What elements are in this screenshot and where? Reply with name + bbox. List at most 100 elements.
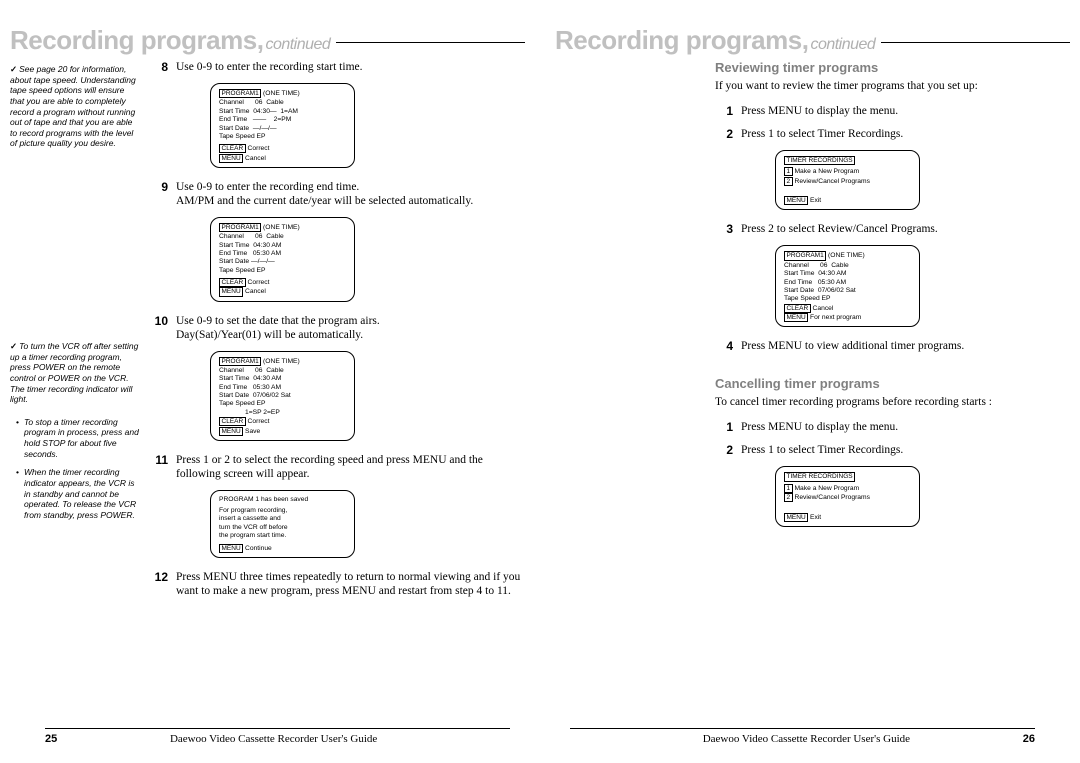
osd-button-text: Correct <box>246 418 270 425</box>
step-number: 12 <box>150 570 168 599</box>
title-rule <box>336 42 525 43</box>
step-number: 2 <box>715 443 733 458</box>
step-9: 9 Use 0-9 to enter the recording end tim… <box>150 180 525 209</box>
osd-title-rest: (ONE TIME) <box>261 358 300 365</box>
osd-option-num: 2 <box>784 493 793 502</box>
osd-title-rest: (ONE TIME) <box>826 252 865 259</box>
page-title-row: Recording programs,continued <box>10 25 525 56</box>
osd-line: Channel 06 Cable <box>784 262 911 270</box>
footer-left: 25 Daewoo Video Cassette Recorder User's… <box>45 728 510 745</box>
page-number: 25 <box>45 733 57 745</box>
step-8: 8 Use 0-9 to enter the recording start t… <box>150 60 525 75</box>
osd-button-text: Cancel <box>243 288 266 295</box>
section-intro: To cancel timer recording programs befor… <box>715 395 1070 410</box>
step-text: AM/PM and the current date/year will be … <box>176 195 473 207</box>
step-12: 12 Press MENU three times repeatedly to … <box>150 570 525 599</box>
page-title: Recording programs,continued <box>555 25 875 56</box>
right-page: Recording programs,continued Reviewing t… <box>555 25 1070 718</box>
osd-option-num: 1 <box>784 167 793 176</box>
step-text: Press MENU to display the menu. <box>741 104 1070 119</box>
sidebar: See page 20 for information, about tape … <box>10 60 140 718</box>
osd-line: End Time 05:30 AM <box>219 384 346 392</box>
step-1: 1 Press MENU to display the menu. <box>715 104 1070 119</box>
osd-button-text: Cancel <box>811 305 834 312</box>
osd-button-label: MENU <box>219 427 243 436</box>
step-3: 3 Press 2 to select Review/Cancel Progra… <box>715 222 1070 237</box>
osd-line: Start Time 04:30 AM <box>219 242 346 250</box>
step-text: Use 0-9 to set the date that the program… <box>176 315 380 327</box>
osd-line: End Time 05:30 AM <box>784 279 911 287</box>
osd-line: Channel 06 Cable <box>219 99 346 107</box>
section-heading: Reviewing timer programs <box>715 60 1070 75</box>
sidebar-note-2: To turn the VCR off after setting up a t… <box>10 341 140 405</box>
osd-line: Tape Speed EP <box>219 267 346 275</box>
osd-button-text: Continue <box>243 545 272 552</box>
step-number: 11 <box>150 453 168 482</box>
osd-button-text: Save <box>243 428 260 435</box>
section-heading: Cancelling timer programs <box>715 376 1070 391</box>
osd-button-text: Correct <box>246 279 270 286</box>
osd-option-text: Make a New Program <box>794 485 859 492</box>
osd-title-box: TIMER RECORDINGS <box>784 156 855 165</box>
osd-option-text: Make a New Program <box>794 168 859 175</box>
osd-button-label: CLEAR <box>219 144 246 153</box>
osd-line: For program recording, <box>219 507 346 515</box>
osd-title-rest: (ONE TIME) <box>261 90 300 97</box>
step-2: 2 Press 1 to select Timer Recordings. <box>715 443 1070 458</box>
osd-line: End Time 05:30 AM <box>219 250 346 258</box>
footer: 25 Daewoo Video Cassette Recorder User's… <box>0 728 1080 763</box>
osd-title-box: PROGRAM1 <box>784 251 826 260</box>
section-intro: If you want to review the timer programs… <box>715 79 1070 94</box>
step-number: 1 <box>715 420 733 435</box>
step-number: 3 <box>715 222 733 237</box>
osd-button-label: CLEAR <box>219 417 246 426</box>
step-text: Press 1 to select Timer Recordings. <box>741 127 1070 142</box>
osd-line: Tape Speed EP <box>784 295 911 303</box>
osd-line: the program start time. <box>219 532 346 540</box>
osd-button-label: MENU <box>784 513 808 522</box>
osd-title-box: PROGRAM1 <box>219 357 261 366</box>
osd-line: Start Date —/—/— <box>219 125 346 133</box>
osd-title-box: TIMER RECORDINGS <box>784 472 855 481</box>
step-1: 1 Press MENU to display the menu. <box>715 420 1070 435</box>
step-2: 2 Press 1 to select Timer Recordings. <box>715 127 1070 142</box>
step-number: 10 <box>150 314 168 343</box>
osd-option-num: 1 <box>784 484 793 493</box>
osd-button-text: Exit <box>808 514 821 521</box>
osd-saved: PROGRAM 1 has been saved For program rec… <box>210 490 355 558</box>
step-number: 1 <box>715 104 733 119</box>
osd-program1-end: PROGRAM1 (ONE TIME) Channel 06 Cable Sta… <box>210 217 355 302</box>
page-number: 26 <box>1023 733 1035 745</box>
osd-option-text: Review/Cancel Programs <box>794 178 869 185</box>
osd-line: Tape Speed EP <box>219 133 346 141</box>
step-11: 11 Press 1 or 2 to select the recording … <box>150 453 525 482</box>
title-main: Recording programs, <box>555 25 808 55</box>
step-text: Press MENU to view additional timer prog… <box>741 339 1070 354</box>
osd-line: Start Date 07/06/02 Sat <box>784 287 911 295</box>
osd-line: turn the VCR off before <box>219 524 346 532</box>
osd-button-text: For next program <box>808 314 861 321</box>
osd-title-rest: (ONE TIME) <box>261 224 300 231</box>
osd-timer-recordings: TIMER RECORDINGS 1 Make a New Program 2 … <box>775 466 920 527</box>
osd-button-label: MENU <box>784 313 808 322</box>
osd-program1-date: PROGRAM1 (ONE TIME) Channel 06 Cable Sta… <box>210 351 355 441</box>
title-rule <box>881 42 1070 43</box>
main-column: Reviewing timer programs If you want to … <box>555 60 1070 718</box>
step-number: 9 <box>150 180 168 209</box>
osd-line: Start Time 04:30 AM <box>219 375 346 383</box>
osd-button-text: Exit <box>808 197 821 204</box>
footer-right: Daewoo Video Cassette Recorder User's Gu… <box>570 728 1035 745</box>
osd-line: Channel 06 Cable <box>219 233 346 241</box>
page-title-row: Recording programs,continued <box>555 25 1070 56</box>
osd-button-text: Correct <box>246 145 270 152</box>
osd-option-text: Review/Cancel Programs <box>794 494 869 501</box>
osd-button-label: CLEAR <box>784 304 811 313</box>
left-page: Recording programs,continued See page 20… <box>10 25 525 718</box>
osd-program1-start: PROGRAM1 (ONE TIME) Channel 06 Cable Sta… <box>210 83 355 168</box>
sidebar-note-1: See page 20 for information, about tape … <box>10 64 140 149</box>
main-column: 8 Use 0-9 to enter the recording start t… <box>150 60 525 718</box>
osd-line: Channel 06 Cable <box>219 367 346 375</box>
osd-line: End Time —— 2=PM <box>219 116 346 124</box>
osd-title-box: PROGRAM1 <box>219 223 261 232</box>
sidebar-bullet: To stop a timer recording program in pro… <box>16 417 140 460</box>
